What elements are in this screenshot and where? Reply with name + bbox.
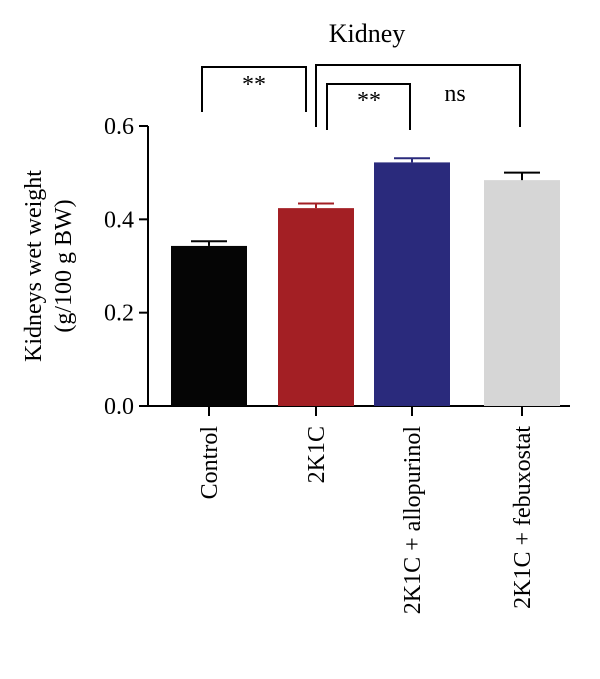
bar	[374, 162, 450, 406]
y-tick-label: 0.4	[104, 207, 134, 233]
error-bars	[191, 157, 540, 246]
y-axis-title-line-1: Kidneys wet weight	[21, 170, 47, 362]
y-tick-label: 0.6	[104, 114, 134, 140]
y-tick-label: 0.0	[104, 394, 134, 420]
y-axis-title-line-2: (g/100 g BW)	[51, 199, 77, 332]
x-tick-label: 2K1C + allopurinol	[400, 426, 426, 615]
y-axis-title: Kidneys wet weight (g/100 g BW)	[21, 170, 77, 362]
x-tick-label: 2K1C	[304, 426, 330, 483]
x-ticks: Control 2K1C 2K1C + allopurinol 2K1C + febu…	[197, 406, 536, 614]
y-tick-label: 0.2	[104, 301, 134, 327]
y-ticks: 0.0 0.2 0.4 0.6	[104, 114, 148, 420]
chart-title: Kidney	[329, 19, 406, 48]
x-tick-label: Control	[197, 426, 223, 500]
bar	[171, 245, 247, 406]
x-tick-label: 2K1C + febuxostat	[510, 426, 536, 609]
significance-label: **	[242, 72, 266, 98]
significance-bracket	[326, 83, 411, 130]
significance-label: **	[357, 88, 381, 114]
bars	[171, 162, 560, 406]
significance-bracket	[315, 64, 521, 127]
bar	[484, 180, 560, 406]
significance-label: ns	[444, 81, 465, 107]
significance-brackets: ** ** ns	[201, 64, 521, 130]
bar	[278, 208, 354, 406]
significance-bracket	[201, 66, 307, 112]
